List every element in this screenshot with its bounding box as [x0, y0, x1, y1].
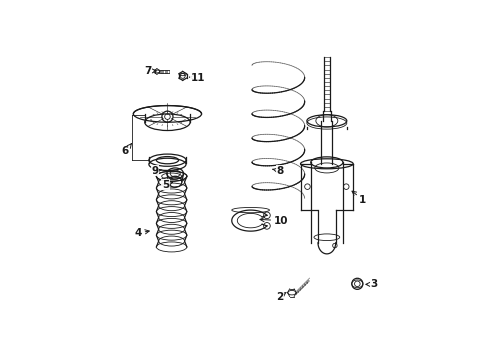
Text: 4: 4 — [134, 228, 149, 238]
Text: 8: 8 — [272, 166, 283, 176]
Text: 10: 10 — [260, 216, 288, 226]
Text: 1: 1 — [351, 191, 366, 205]
Text: 7: 7 — [144, 66, 156, 76]
Text: 11: 11 — [189, 73, 205, 83]
Text: 2: 2 — [276, 292, 285, 302]
Text: 9: 9 — [151, 166, 162, 176]
Text: 5: 5 — [162, 180, 172, 190]
Text: 3: 3 — [365, 279, 377, 289]
Text: 6: 6 — [122, 144, 131, 156]
